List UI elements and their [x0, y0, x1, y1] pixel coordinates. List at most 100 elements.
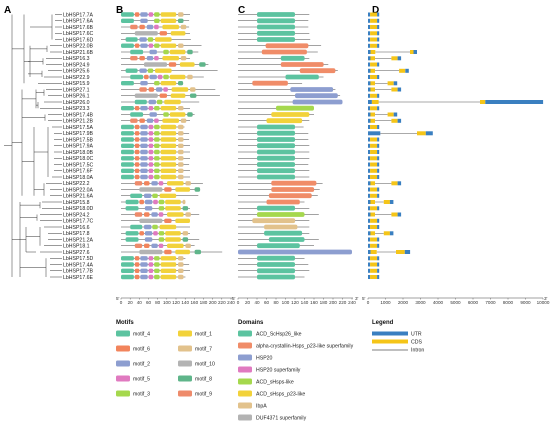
motif-block-motif-5	[148, 262, 154, 267]
utr-block	[368, 93, 371, 98]
domain-block	[238, 249, 352, 255]
motif-block-motif-3	[154, 262, 160, 267]
motif-block-motif-7	[180, 24, 187, 30]
motif-block-motif-2	[146, 118, 154, 123]
motif-block-motif-2	[140, 262, 148, 267]
motif-block-motif-7	[182, 199, 186, 205]
motif-block-motif-9	[130, 118, 138, 123]
motif-block-motif-2	[140, 256, 148, 261]
motif-block-motif-8	[187, 49, 193, 55]
motif-block-motif-6	[134, 168, 140, 173]
motif-tick-label: 0	[120, 300, 123, 305]
motif-legend-label: motif_1	[195, 332, 212, 338]
motif-block-motif-7	[178, 143, 184, 148]
motif-block-motif-6	[159, 93, 167, 98]
utr-block	[368, 25, 371, 29]
cds-block	[370, 243, 378, 248]
motif-block-motif-6	[144, 181, 150, 186]
cds-block	[383, 200, 390, 204]
cds-block	[370, 150, 378, 154]
motif-block-motif-3	[158, 231, 165, 236]
utr-block	[397, 56, 402, 61]
motif-block-motif-4	[121, 12, 134, 17]
domain-block	[299, 68, 336, 74]
gene-label: LbHSP17.7C	[63, 219, 94, 225]
motif-legend-label: motif_4	[133, 332, 150, 338]
motif-block-motif-1	[160, 156, 177, 161]
utr-block	[377, 75, 380, 79]
motif-block-motif-2	[140, 131, 148, 136]
gene-legend-swatch	[372, 339, 408, 344]
motif-block-motif-1	[179, 62, 195, 67]
motif-tick-label: 240	[227, 300, 235, 305]
motif-block-motif-4	[121, 81, 134, 86]
domain-block	[292, 99, 343, 105]
motif-block-motif-6	[144, 74, 149, 80]
motif-block-motif-1	[162, 24, 179, 30]
motif-block-motif-4	[130, 193, 143, 198]
motif-block-motif-1	[160, 81, 177, 86]
motif-block-motif-5	[158, 243, 164, 248]
utr-block	[405, 68, 409, 73]
utr-block	[368, 18, 371, 23]
utr-block	[377, 37, 380, 42]
domain-axis-end-label: 3'	[355, 296, 359, 301]
motif-block-motif-2	[140, 18, 148, 23]
motif-block-motif-8	[182, 237, 189, 242]
gene-label: LbHSP17.4B	[63, 112, 94, 118]
domain-block	[280, 62, 324, 67]
motif-block-motif-1	[155, 68, 172, 73]
motif-block-motif-3	[154, 12, 160, 17]
utr-block	[377, 93, 380, 98]
motif-block-motif-1	[169, 112, 186, 117]
utr-block	[368, 225, 371, 229]
domain-block	[252, 218, 296, 224]
cds-block	[417, 131, 426, 136]
domain-block	[265, 43, 309, 49]
motif-block-motif-4	[121, 43, 134, 48]
motif-block-motif-4	[121, 156, 134, 161]
domain-block	[268, 193, 312, 199]
motif-block-motif-3	[158, 206, 165, 211]
motif-block-motif-8	[182, 206, 189, 211]
motif-tick-label: 140	[181, 300, 189, 305]
domain-tick-label: 100	[282, 300, 290, 305]
domain-block	[257, 268, 295, 274]
domain-block	[280, 55, 305, 61]
utr-block	[368, 62, 371, 67]
gene-label: LbHSP18.0B	[63, 150, 94, 156]
motif-block-motif-5	[148, 12, 154, 17]
cds-block	[410, 50, 414, 54]
domain-legend-label: alpha-crystallin-Hsps_p23-like superfami…	[256, 344, 354, 350]
utr-block	[368, 75, 371, 79]
motif-block-motif-8	[194, 249, 201, 255]
motif-block-motif-6	[134, 12, 140, 17]
cds-block	[370, 231, 375, 236]
utr-block	[368, 193, 371, 198]
cds-block	[370, 112, 375, 117]
utr-block	[397, 181, 402, 186]
domain-block	[295, 93, 338, 99]
motif-legend-label: motif_8	[195, 377, 212, 383]
utr-block	[368, 150, 371, 154]
motif-block-motif-1	[160, 124, 177, 130]
utr-block	[368, 56, 371, 61]
motif-block-motif-7	[178, 274, 184, 280]
gene-label: LbHSP27.6	[63, 250, 90, 256]
domain-block	[257, 18, 295, 24]
motif-legend-swatch	[178, 375, 192, 382]
domain-block	[264, 230, 303, 236]
motif-block-motif-3	[163, 112, 169, 117]
motif-block-motif-1	[160, 43, 177, 48]
cds-block	[370, 168, 378, 173]
panel-letter-b: B	[116, 5, 123, 16]
domain-block	[264, 224, 298, 230]
motif-block-motif-1	[160, 12, 177, 17]
motif-tick-label: 40	[137, 300, 143, 305]
utr-block	[377, 31, 380, 36]
cds-block	[370, 218, 378, 223]
utr-block	[368, 143, 371, 148]
motif-block-motif-4	[134, 99, 147, 105]
cds-block	[370, 181, 375, 186]
utr-block	[377, 275, 380, 279]
